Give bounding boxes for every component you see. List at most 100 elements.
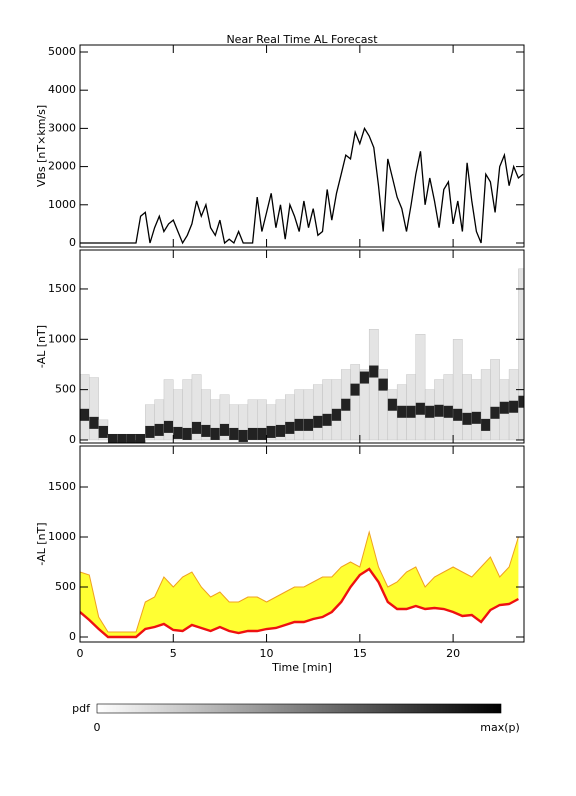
pdf-peak [182,427,192,440]
pdf-spread [368,329,379,441]
pdf-peak [378,378,388,391]
pdf-peak [285,421,295,434]
pdf-peak [518,395,524,408]
pdf-peak [397,405,407,418]
pdf-peak [443,405,454,418]
plot-area [80,268,524,443]
vbs-line [80,126,524,245]
pdf-peak [499,401,510,414]
y-tick-label: 3000 [48,121,76,134]
pdf-peak [387,398,398,411]
pdf-peak [481,418,491,431]
pdf-spread [415,334,426,441]
pdf-spread [490,359,500,441]
pdf-spread [471,379,482,441]
pdf-spread [387,389,398,441]
pdf-peak [425,405,435,418]
x-tick-label: 0 [77,647,84,660]
pdf-peak [238,429,248,442]
pdf-peak [369,365,379,378]
pdf-peak [219,423,230,436]
pdf-peak [89,416,99,429]
pdf-peak [145,425,155,438]
colorbar-label: pdf [72,702,91,715]
pdf-peak [350,383,360,396]
y-axis-label: -AL [nT] [35,325,48,368]
plot-area [80,126,524,245]
pdf-peak [359,371,370,384]
pdf-peak [313,415,323,428]
y-tick-label: 4000 [48,83,76,96]
y-tick-label: 0 [69,433,76,446]
pdf-spread [303,389,314,441]
pdf-peak [117,433,127,443]
pdf-peak [406,405,416,418]
y-tick-label: 1500 [48,282,76,295]
pdf-peak [154,423,164,436]
pdf-spread [294,389,305,441]
x-axis-label: Time [min] [271,661,332,674]
x-tick-label: 15 [353,647,367,660]
pdf-peak [490,406,500,419]
pdf-peak [98,425,108,438]
pdf-peak [294,418,304,431]
pdf-peak [229,427,239,440]
pdf-peak [257,427,267,440]
x-tick-label: 5 [170,647,177,660]
pdf-peak [126,433,136,443]
pdf-peak [163,420,174,433]
pdf-peak [173,426,183,439]
pdf-peak [80,408,90,421]
band-edge [80,530,519,633]
pdf-peak [471,411,482,424]
pdf-spread [350,364,361,441]
pdf-peak [247,427,258,440]
forecast-band [80,532,519,637]
y-tick-label: 2000 [48,160,76,173]
y-tick-label: 0 [69,236,76,249]
pdf-peak [135,433,146,443]
pdf-spread [89,377,99,441]
y-tick-label: 0 [69,630,76,643]
pdf-peak [266,425,276,438]
pdf-peak [107,433,118,443]
pdf-peak [453,408,463,421]
panel-frame [79,44,525,248]
pdf-peak [201,424,211,437]
pdf-peak [210,427,220,440]
colorbar-min: 0 [94,721,101,734]
pdf-peak [275,424,286,437]
pdf-spread [80,374,90,441]
y-tick-label: 1000 [48,198,76,211]
pdf-spread [322,379,333,441]
pdf-peak [303,418,314,431]
pdf-peak [462,412,472,425]
pdf-spread [312,384,323,441]
colorbar [96,703,502,714]
colorbar-max: max(p) [480,721,520,734]
y-tick-label: 1500 [48,480,76,493]
y-tick-label: 500 [55,383,76,396]
pdf-spread [462,374,472,441]
pdf-peak [331,408,342,421]
pdf-peak [415,402,426,415]
pdf-spread [452,339,463,441]
y-axis-label: -AL [nT] [35,522,48,565]
panel-frame [79,249,525,444]
pdf-peak [341,398,351,411]
x-tick-label: 10 [260,647,274,660]
panel-frame [79,445,525,643]
pdf-peak [509,400,519,413]
y-tick-label: 1000 [48,332,76,345]
median-line [80,567,519,639]
pdf-peak [191,421,202,434]
x-tick-label: 20 [446,647,460,660]
y-tick-label: 5000 [48,45,76,58]
pdf-peak [434,404,444,417]
pdf-spread [518,268,524,441]
plot-area [80,530,519,639]
y-axis-label: VBs [nT×km/s] [35,105,48,187]
pdf-peak [322,413,332,426]
y-tick-label: 1000 [48,530,76,543]
